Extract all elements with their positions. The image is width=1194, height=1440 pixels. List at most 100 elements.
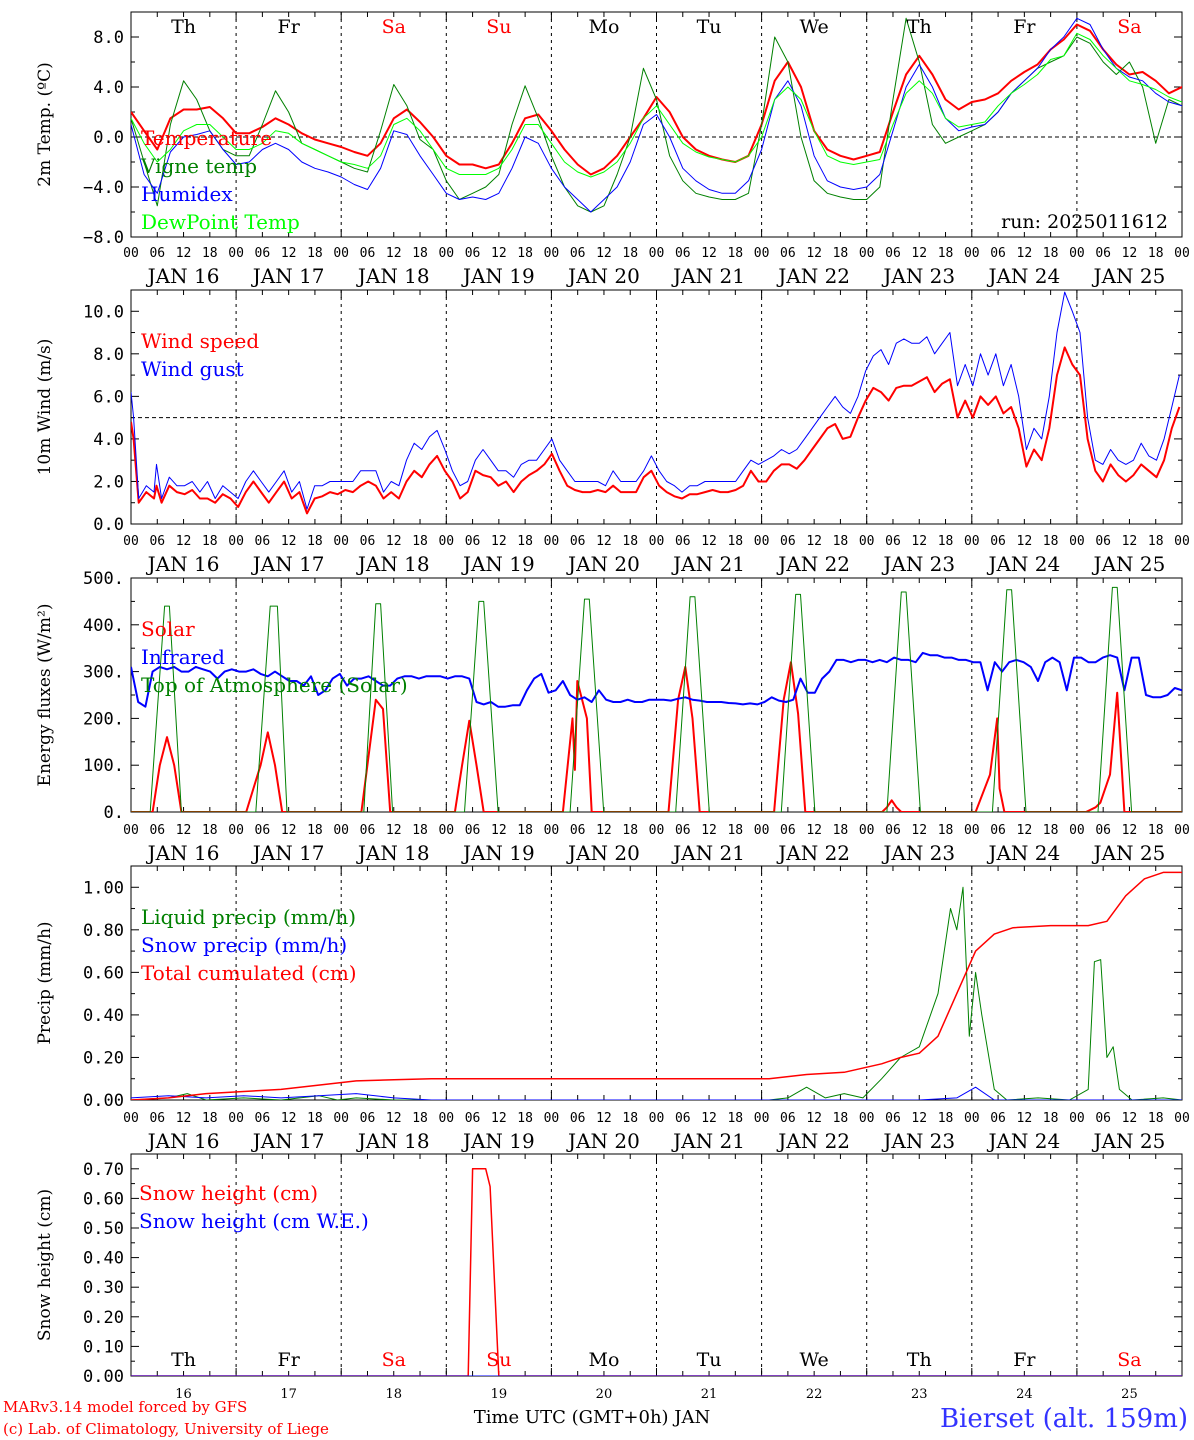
date-label: JAN 24 bbox=[986, 841, 1060, 865]
hour-tick-label: 06 bbox=[780, 534, 796, 549]
weekday-label: Sa bbox=[382, 16, 406, 38]
weekday-label: Sa bbox=[1117, 1349, 1141, 1371]
hour-tick-label: 06 bbox=[885, 534, 901, 549]
hour-tick-label: 12 bbox=[176, 823, 192, 838]
legend-entry: Wind speed bbox=[141, 329, 259, 353]
hour-tick-label: 18 bbox=[412, 534, 428, 549]
y-tick-label: 6.0 bbox=[93, 387, 124, 407]
hour-tick-label: 06 bbox=[780, 246, 796, 261]
weekday-label: We bbox=[800, 16, 829, 38]
y-axis-label: Energy fluxes (W/m²) bbox=[35, 604, 55, 787]
hour-tick-label: 12 bbox=[911, 246, 927, 261]
hour-tick-label: 12 bbox=[491, 534, 507, 549]
hour-tick-label: 06 bbox=[255, 1111, 271, 1126]
date-label: JAN 21 bbox=[671, 841, 745, 865]
hour-tick-label: 06 bbox=[885, 823, 901, 838]
hour-tick-label: 06 bbox=[990, 246, 1006, 261]
hour-tick-label: 12 bbox=[701, 534, 717, 549]
hour-tick-label: 18 bbox=[938, 823, 954, 838]
hour-tick-label: 18 bbox=[412, 823, 428, 838]
date-label: JAN 19 bbox=[461, 552, 535, 576]
hour-tick-label: 06 bbox=[780, 1111, 796, 1126]
hour-tick-label: 12 bbox=[701, 246, 717, 261]
y-tick-label: 10.0 bbox=[83, 302, 124, 322]
hour-tick-label: 06 bbox=[1095, 246, 1111, 261]
hour-tick-label: 06 bbox=[465, 1111, 481, 1126]
hour-tick-label: 00 bbox=[649, 823, 665, 838]
day-number: 24 bbox=[1016, 1387, 1033, 1402]
hour-tick-label: 12 bbox=[176, 1111, 192, 1126]
hour-tick-label: 12 bbox=[386, 823, 402, 838]
hour-tick-label: 18 bbox=[307, 823, 323, 838]
hour-tick-label: 00 bbox=[544, 823, 560, 838]
hour-tick-label: 00 bbox=[123, 823, 139, 838]
date-label: JAN 23 bbox=[881, 552, 955, 576]
legend-entry: DewPoint Temp bbox=[141, 210, 300, 234]
hour-tick-label: 06 bbox=[149, 246, 165, 261]
weekday-label: Fr bbox=[278, 1349, 301, 1371]
hour-tick-label: 00 bbox=[123, 534, 139, 549]
hour-tick-label: 00 bbox=[964, 246, 980, 261]
date-label: JAN 19 bbox=[461, 264, 535, 288]
date-label: JAN 20 bbox=[566, 1129, 640, 1153]
date-label: JAN 25 bbox=[1092, 264, 1166, 288]
date-label: JAN 17 bbox=[251, 841, 325, 865]
hour-tick-label: 12 bbox=[491, 823, 507, 838]
date-label: JAN 24 bbox=[986, 264, 1060, 288]
hour-tick-label: 00 bbox=[964, 534, 980, 549]
y-axis-label: 2m Temp. (ºC) bbox=[35, 62, 55, 187]
day-number: 20 bbox=[596, 1387, 613, 1402]
hour-tick-label: 06 bbox=[990, 534, 1006, 549]
hour-tick-label: 18 bbox=[412, 246, 428, 261]
legend-entry: Liquid precip (mm/h) bbox=[141, 905, 356, 929]
hour-tick-label: 12 bbox=[1017, 534, 1033, 549]
date-label: JAN 22 bbox=[776, 264, 850, 288]
hour-tick-label: 18 bbox=[517, 534, 533, 549]
hour-tick-label: 06 bbox=[465, 246, 481, 261]
hour-tick-label: 18 bbox=[727, 1111, 743, 1126]
y-tick-label: 0.20 bbox=[83, 1048, 124, 1068]
series-line-wind-speed bbox=[131, 346, 1181, 515]
day-number: 19 bbox=[491, 1387, 508, 1402]
hour-tick-label: 18 bbox=[1043, 823, 1059, 838]
y-tick-label: 0.80 bbox=[83, 921, 124, 941]
date-label: JAN 18 bbox=[356, 841, 430, 865]
hour-tick-label: 06 bbox=[360, 1111, 376, 1126]
weekday-label: Sa bbox=[1117, 16, 1141, 38]
hour-tick-label: 12 bbox=[281, 246, 297, 261]
hour-tick-label: 12 bbox=[806, 534, 822, 549]
hour-tick-label: 06 bbox=[780, 823, 796, 838]
hour-tick-label: 00 bbox=[649, 1111, 665, 1126]
y-axis-label: Snow height (cm) bbox=[35, 1189, 55, 1341]
hour-tick-label: 12 bbox=[596, 1111, 612, 1126]
y-tick-label: 4.0 bbox=[93, 430, 124, 450]
hour-tick-label: 18 bbox=[202, 534, 218, 549]
hour-tick-label: 18 bbox=[727, 823, 743, 838]
y-tick-label: 0.60 bbox=[83, 1189, 124, 1209]
weekday-label: Th bbox=[171, 1349, 196, 1371]
hour-tick-label: 18 bbox=[412, 1111, 428, 1126]
hour-tick-label: 18 bbox=[1148, 246, 1164, 261]
hour-tick-label: 18 bbox=[1043, 246, 1059, 261]
weekday-label: Th bbox=[907, 16, 932, 38]
hour-tick-label: 12 bbox=[911, 534, 927, 549]
hour-tick-label: 06 bbox=[885, 1111, 901, 1126]
day-number: 17 bbox=[280, 1387, 297, 1402]
hour-tick-label: 18 bbox=[202, 1111, 218, 1126]
hour-tick-label: 12 bbox=[1122, 246, 1138, 261]
legend-entry: Infrared bbox=[141, 645, 225, 669]
date-label: JAN 19 bbox=[461, 841, 535, 865]
date-label: JAN 23 bbox=[881, 1129, 955, 1153]
day-number: 22 bbox=[806, 1387, 823, 1402]
date-label: JAN 22 bbox=[776, 552, 850, 576]
hour-tick-label: 06 bbox=[465, 823, 481, 838]
hour-tick-label: 06 bbox=[255, 246, 271, 261]
hour-tick-label: 06 bbox=[149, 1111, 165, 1126]
date-label: JAN 16 bbox=[146, 1129, 220, 1153]
series-layer bbox=[131, 17, 1182, 1376]
series-line-snow-precip-mm-h- bbox=[131, 1086, 1182, 1100]
date-label: JAN 20 bbox=[566, 264, 640, 288]
hour-tick-label: 06 bbox=[1095, 534, 1111, 549]
hour-tick-label: 12 bbox=[1122, 534, 1138, 549]
series-line-temperature bbox=[131, 23, 1182, 176]
